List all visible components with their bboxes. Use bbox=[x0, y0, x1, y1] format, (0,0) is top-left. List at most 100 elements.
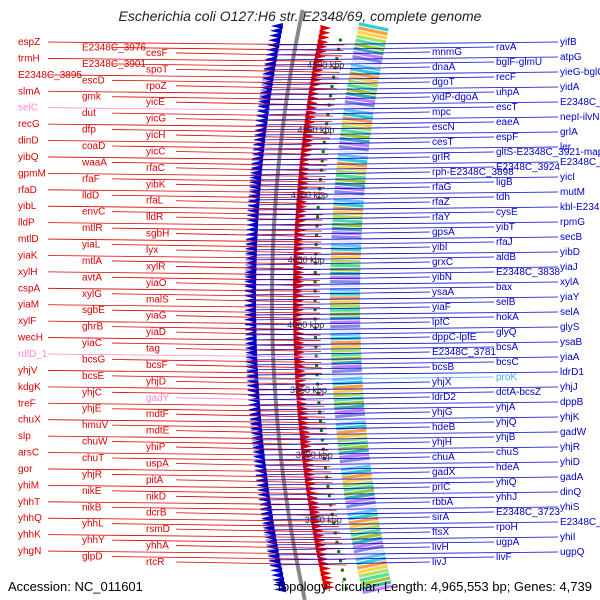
plus-strand-arrow bbox=[263, 60, 276, 67]
gene-leader-line bbox=[47, 222, 323, 227]
plus-strand-arrow bbox=[254, 122, 267, 129]
gene-leader-line bbox=[47, 534, 342, 539]
minus-strand-arrow bbox=[315, 542, 327, 548]
gene-label: ravA bbox=[496, 42, 517, 53]
feature-block bbox=[349, 520, 380, 529]
gene-leader-line bbox=[253, 141, 431, 146]
gene-label: selA bbox=[560, 307, 580, 318]
gene-leader-line bbox=[245, 276, 431, 281]
gene-label: chuS bbox=[496, 447, 519, 458]
gene-label: rpoH bbox=[496, 522, 518, 533]
gene-label: sgbE bbox=[82, 305, 105, 316]
gene-leader-line bbox=[269, 556, 495, 561]
gene-leader-line bbox=[175, 52, 343, 57]
gene-label: selC bbox=[18, 103, 38, 114]
gene-leader-line bbox=[111, 342, 321, 347]
plus-strand-arrow bbox=[250, 434, 263, 441]
gene-label: mdtE bbox=[146, 426, 170, 437]
gene-leader-line bbox=[245, 346, 495, 351]
gene-leader-line bbox=[175, 463, 331, 467]
feature-block bbox=[331, 360, 362, 366]
gene-label: yiaA bbox=[560, 352, 580, 363]
tick-mark bbox=[321, 150, 325, 154]
tick-mark bbox=[322, 140, 326, 144]
plus-strand-arrow bbox=[247, 202, 260, 209]
minus-strand-arrow bbox=[322, 579, 334, 586]
kbp-label: 4150 kbp bbox=[298, 125, 335, 135]
gene-leader-line bbox=[247, 216, 431, 221]
gene-label: ldrD1 bbox=[560, 367, 584, 378]
gene-leader-line bbox=[263, 526, 495, 531]
gene-label: ugpA bbox=[496, 537, 520, 548]
feature-block bbox=[333, 388, 364, 394]
tick-mark bbox=[316, 391, 320, 395]
feature-block bbox=[330, 255, 361, 260]
gene-label: yhjR bbox=[82, 469, 102, 480]
gene-leader-line bbox=[245, 326, 559, 331]
gene-leader-line bbox=[111, 276, 321, 281]
gene-label: E2348C_3838 bbox=[496, 267, 560, 278]
gene-label: uspA bbox=[146, 458, 169, 469]
plus-strand-arrow bbox=[254, 472, 267, 479]
feature-block bbox=[350, 528, 381, 537]
minus-strand-arrow bbox=[300, 438, 312, 445]
tick-mark bbox=[327, 494, 331, 498]
minus-strand-arrow bbox=[299, 429, 311, 436]
minus-strand-arrow bbox=[306, 104, 318, 111]
tick-mark bbox=[316, 205, 320, 209]
minus-strand-arrow bbox=[304, 471, 316, 478]
gene-leader-line bbox=[265, 536, 559, 541]
gene-leader-line bbox=[268, 551, 559, 556]
gene-leader-line bbox=[252, 446, 559, 451]
gene-leader-line bbox=[47, 353, 322, 358]
gene-label: gltS-E2348C_3921-map bbox=[496, 147, 600, 158]
gene-leader-line bbox=[244, 296, 559, 301]
gene-leader-line bbox=[245, 271, 495, 276]
gene-label: tdh bbox=[496, 192, 510, 203]
gene-label: glyS bbox=[560, 322, 580, 333]
gene-label: aldB bbox=[496, 252, 516, 263]
gene-leader-line bbox=[175, 430, 327, 435]
feature-block bbox=[336, 428, 367, 435]
gene-leader-line bbox=[251, 156, 431, 161]
gene-leader-line bbox=[47, 90, 336, 95]
minus-strand-arrow bbox=[299, 433, 311, 440]
gene-leader-line bbox=[47, 287, 321, 292]
tick-mark bbox=[314, 252, 318, 256]
gene-leader-line bbox=[261, 511, 495, 516]
plus-strand-arrow bbox=[272, 576, 285, 583]
feature-block bbox=[340, 128, 371, 136]
gene-leader-line bbox=[111, 490, 335, 495]
tick-mark bbox=[313, 271, 317, 274]
gene-label: lldR bbox=[146, 212, 163, 223]
gene-label: ldrD2 bbox=[432, 392, 456, 403]
gene-leader-line bbox=[263, 66, 431, 71]
gene-label: gpsA bbox=[432, 227, 455, 238]
tick-mark bbox=[335, 57, 339, 61]
gene-label: ysaA bbox=[432, 287, 455, 298]
gene-leader-line bbox=[250, 416, 559, 421]
gene-leader-line bbox=[47, 419, 326, 424]
gene-label: dnaA bbox=[432, 62, 456, 73]
gene-label: spoT bbox=[146, 64, 168, 75]
plus-strand-arrow bbox=[245, 359, 258, 366]
plus-strand-arrow bbox=[244, 335, 257, 342]
gene-leader-line bbox=[111, 227, 322, 232]
gene-label: cesT bbox=[432, 137, 454, 148]
feature-block bbox=[357, 26, 388, 36]
tick-mark bbox=[342, 577, 346, 581]
tick-mark bbox=[320, 438, 324, 442]
tick-mark bbox=[338, 38, 342, 42]
gene-label: bcsG bbox=[82, 354, 106, 365]
gene-leader-line bbox=[247, 211, 495, 216]
gene-label: lpfC bbox=[432, 317, 450, 328]
gene-label: rfaG bbox=[432, 182, 452, 193]
gene-label: yhiQ bbox=[496, 477, 517, 488]
gene-leader-line bbox=[254, 456, 431, 461]
minus-strand-arrow bbox=[294, 231, 306, 238]
minus-strand-arrow bbox=[293, 297, 305, 304]
gene-leader-line bbox=[248, 396, 431, 401]
gene-leader-line bbox=[111, 260, 321, 265]
minus-strand-arrow bbox=[293, 335, 305, 342]
gene-leader-line bbox=[252, 151, 495, 156]
